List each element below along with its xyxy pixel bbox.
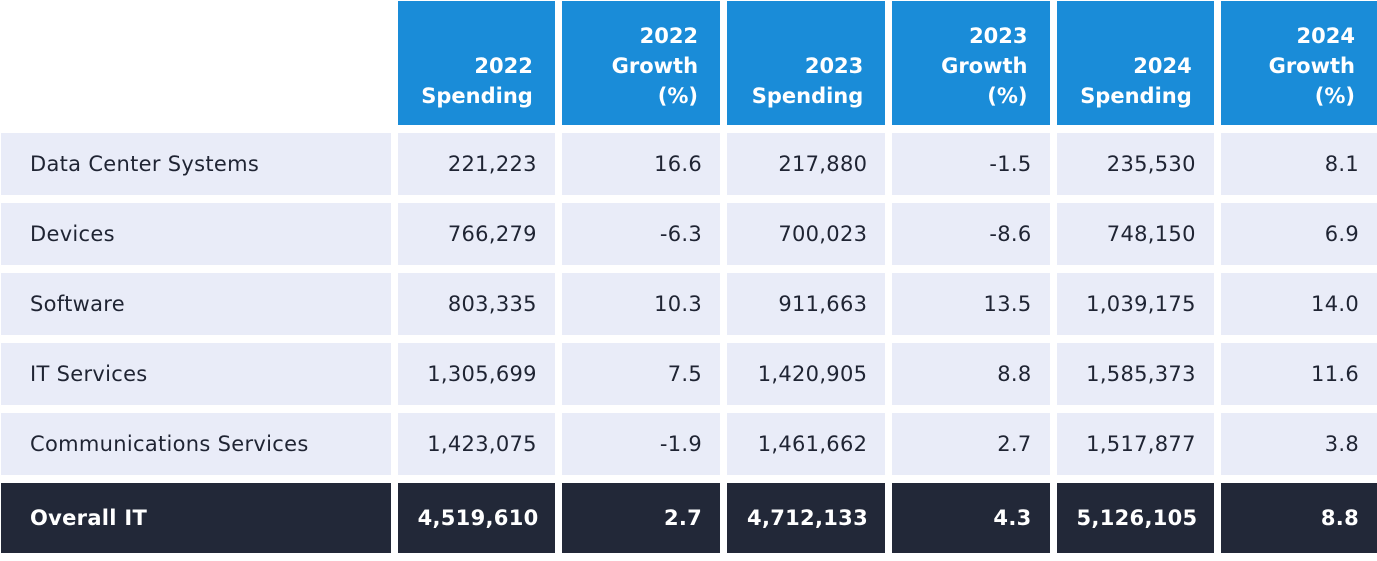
table-cell: 4,712,133 (727, 483, 886, 553)
header-line: Growth (611, 54, 699, 78)
table-cell: 1,517,877 (1056, 413, 1214, 475)
table-cell: 235,530 (1056, 133, 1214, 195)
header-line: 2022 (474, 54, 533, 78)
header-line: 2024 (1296, 24, 1355, 48)
table-cell: 14.0 (1220, 273, 1377, 335)
table-cell: 13.5 (892, 273, 1050, 335)
table-cell: 8.1 (1220, 133, 1377, 195)
table-cell: 1,423,075 (397, 413, 555, 475)
table-cell: 7.5 (561, 343, 721, 405)
header-line: (%) (657, 84, 699, 108)
row-label: IT Services (1, 343, 391, 405)
table-cell: 2.7 (892, 413, 1050, 475)
header-line: Growth (941, 54, 1028, 78)
table-cell: 16.6 (561, 133, 721, 195)
table-body: Data Center Systems 221,223 16.6 217,880 -1.… (1, 133, 1377, 553)
header-line: (%) (987, 84, 1028, 108)
table-row: Data Center Systems 221,223 16.6 217,880 -1.… (1, 133, 1377, 195)
header-2022-growth: 2022 Growth (%) (561, 1, 721, 125)
table-row: Communications Services 1,423,075 -1.9 1,46… (1, 413, 1377, 475)
header-line: Spending (421, 84, 533, 108)
row-label: Overall IT (1, 483, 391, 553)
table-row: IT Services 1,305,699 7.5 1,420,905 8.8 1,585… (1, 343, 1377, 405)
header-row: 2022 Spending 2022 Growth (%) 2023 Spending … (1, 1, 1377, 125)
table-cell: 1,039,175 (1056, 273, 1214, 335)
table-cell: -1.9 (561, 413, 721, 475)
total-row: Overall IT 4,519,610 2.7 4,712,133 4.3 5,126,… (1, 483, 1377, 553)
table-cell: 217,880 (727, 133, 886, 195)
header-2024-spending: 2024 Spending (1056, 1, 1214, 125)
row-label: Software (1, 273, 391, 335)
header-line: 2023 (804, 54, 864, 78)
table-cell: 5,126,105 (1056, 483, 1214, 553)
header-line: Spending (1080, 84, 1192, 108)
table-cell: 803,335 (397, 273, 555, 335)
table-cell: 8.8 (892, 343, 1050, 405)
table-cell: 8.8 (1220, 483, 1377, 553)
table-row: Software 803,335 10.3 911,663 13.5 1,039,175 1… (1, 273, 1377, 335)
row-label: Data Center Systems (1, 133, 391, 195)
row-label: Communications Services (1, 413, 391, 475)
table-cell: 700,023 (727, 203, 886, 265)
table-cell: 1,461,662 (727, 413, 886, 475)
table-cell: 4,519,610 (397, 483, 555, 553)
header-2023-spending: 2023 Spending (727, 1, 886, 125)
header-line: 2024 (1133, 54, 1192, 78)
row-label: Devices (1, 203, 391, 265)
header-2023-growth: 2023 Growth (%) (892, 1, 1050, 125)
table-cell: 911,663 (727, 273, 886, 335)
table-cell: 748,150 (1056, 203, 1214, 265)
header-2022-spending: 2022 Spending (397, 1, 555, 125)
table-cell: 10.3 (561, 273, 721, 335)
table-cell: 1,420,905 (727, 343, 886, 405)
header-line: Growth (1268, 54, 1355, 78)
table-cell: -6.3 (561, 203, 721, 265)
table-cell: -1.5 (892, 133, 1050, 195)
table-cell: 11.6 (1220, 343, 1377, 405)
table-cell: -8.6 (892, 203, 1050, 265)
table-cell: 221,223 (397, 133, 555, 195)
header-line: Spending (751, 84, 864, 108)
table-cell: 1,305,699 (397, 343, 555, 405)
header-line: 2022 (639, 24, 699, 48)
header-2024-growth: 2024 Growth (%) (1220, 1, 1377, 125)
table-cell: 4.3 (892, 483, 1050, 553)
table-cell: 766,279 (397, 203, 555, 265)
header-corner (1, 1, 391, 125)
table-cell: 2.7 (561, 483, 721, 553)
header-line: 2023 (969, 24, 1028, 48)
header-line: (%) (1314, 84, 1355, 108)
table-cell: 3.8 (1220, 413, 1377, 475)
table-cell: 1,585,373 (1056, 343, 1214, 405)
table-cell: 6.9 (1220, 203, 1377, 265)
table-row: Devices 766,279 -6.3 700,023 -8.6 748,150 6.9 (1, 203, 1377, 265)
